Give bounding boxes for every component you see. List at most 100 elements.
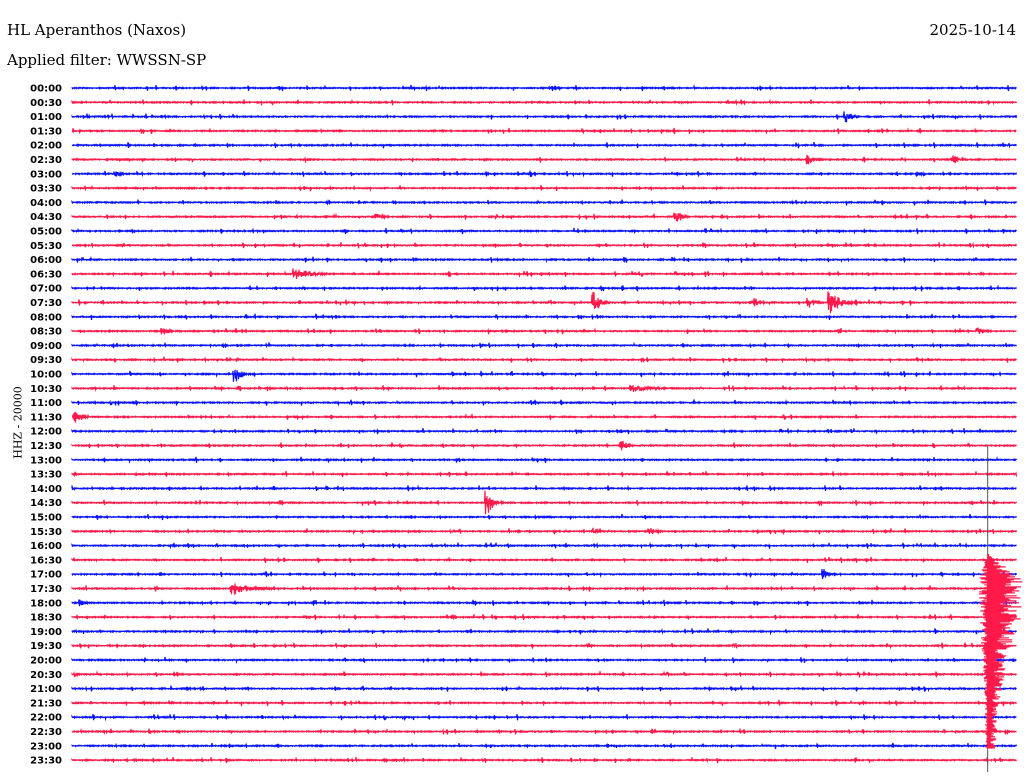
trace-0000 <box>71 84 1017 92</box>
trace-0900 <box>71 341 1017 349</box>
trace-1400 <box>71 484 1017 492</box>
row-time-label: 12:00 <box>30 427 62 438</box>
large-earthquake-trace <box>978 554 1023 749</box>
trace-1330 <box>71 470 1018 478</box>
row-time-label: 15:30 <box>30 527 62 538</box>
trace-0830 <box>71 327 1017 335</box>
row-time-label: 10:30 <box>30 384 62 395</box>
trace-0300 <box>71 170 1018 178</box>
row-time-label: 03:30 <box>30 184 62 195</box>
trace-0530 <box>71 241 1018 249</box>
row-time-label: 23:00 <box>30 741 62 752</box>
trace-2230 <box>71 727 1017 736</box>
trace-1230 <box>71 440 1017 451</box>
row-time-label: 05:00 <box>30 227 62 238</box>
trace-0800 <box>71 313 1018 321</box>
trace-2200 <box>71 714 1017 722</box>
row-time-label: 17:00 <box>30 570 62 581</box>
row-time-label: 12:30 <box>30 441 62 452</box>
trace-2300 <box>71 742 1018 749</box>
row-time-label: 18:30 <box>30 613 62 624</box>
row-time-label: 22:00 <box>30 713 62 724</box>
row-time-label: 22:30 <box>30 727 62 738</box>
trace-1200 <box>71 427 1017 435</box>
row-time-label: 07:30 <box>30 298 62 309</box>
trace-2100 <box>71 685 1017 693</box>
row-time-label: 08:30 <box>30 327 62 338</box>
trace-0500 <box>71 227 1017 235</box>
trace-0430 <box>71 212 1017 222</box>
trace-1630 <box>71 556 1018 564</box>
trace-0700 <box>71 284 1018 292</box>
row-time-label: 16:30 <box>30 555 62 566</box>
trace-1500 <box>71 513 1018 521</box>
trace-0600 <box>71 255 1018 264</box>
row-time-label: 20:30 <box>30 670 62 681</box>
trace-0730 <box>71 291 1017 314</box>
date-label: 2025-10-14 <box>929 21 1016 39</box>
row-time-label: 21:00 <box>30 684 62 695</box>
station-title: HL Aperanthos (Naxos) <box>7 21 187 39</box>
trace-1300 <box>71 456 1018 464</box>
trace-0100 <box>71 111 1018 123</box>
row-time-label: 09:30 <box>30 355 62 366</box>
trace-0200 <box>71 142 1018 149</box>
row-time-label: 17:30 <box>30 584 62 595</box>
row-time-label: 08:00 <box>30 312 62 323</box>
trace-1830 <box>71 613 1017 621</box>
row-time-label: 19:30 <box>30 641 62 652</box>
trace-1430 <box>71 490 1018 515</box>
row-time-label: 03:00 <box>30 169 62 180</box>
row-time-label: 16:00 <box>30 541 62 552</box>
row-time-label: 05:30 <box>30 241 62 252</box>
row-time-label: 20:00 <box>30 656 62 667</box>
row-time-label: 11:30 <box>30 412 62 423</box>
filter-label: Applied filter: WWSSN-SP <box>7 51 207 69</box>
trace-0230 <box>71 154 1017 165</box>
row-time-label: 06:30 <box>30 269 62 280</box>
trace-1800 <box>71 599 1018 607</box>
row-time-label: 07:00 <box>30 284 62 295</box>
trace-2330 <box>71 756 1017 764</box>
row-time-label: 18:00 <box>30 598 62 609</box>
trace-1130 <box>71 411 1017 423</box>
trace-2130 <box>71 699 1018 707</box>
trace-1600 <box>71 541 1017 550</box>
trace-2030 <box>71 670 1018 678</box>
trace-1000 <box>71 369 1017 382</box>
row-time-label: 09:00 <box>30 341 62 352</box>
row-time-label: 14:00 <box>30 484 62 495</box>
row-time-label: 15:00 <box>30 513 62 524</box>
row-time-label: 04:00 <box>30 198 62 209</box>
row-time-label: 19:00 <box>30 627 62 638</box>
trace-0930 <box>71 356 1017 364</box>
row-time-label: 06:00 <box>30 255 62 266</box>
row-time-label: 01:00 <box>30 112 62 123</box>
trace-1730 <box>71 583 1017 595</box>
trace-1030 <box>71 384 1017 393</box>
row-time-label: 11:00 <box>30 398 62 409</box>
trace-1530 <box>71 527 1018 536</box>
row-time-label: 01:30 <box>30 126 62 137</box>
row-time-label: 14:30 <box>30 498 62 509</box>
row-time-label: 02:00 <box>30 141 62 152</box>
trace-0330 <box>71 184 1017 193</box>
trace-0400 <box>71 199 1018 206</box>
row-time-label: 00:00 <box>30 84 62 95</box>
trace-2000 <box>71 656 1017 664</box>
row-time-label: 10:00 <box>30 370 62 381</box>
trace-0030 <box>71 98 1018 106</box>
row-time-label: 00:30 <box>30 98 62 109</box>
row-time-label: 13:30 <box>30 470 62 481</box>
trace-0130 <box>71 127 1017 135</box>
row-time-label: 04:30 <box>30 212 62 223</box>
trace-1100 <box>71 399 1017 407</box>
trace-1900 <box>71 627 1017 636</box>
row-time-label: 02:30 <box>30 155 62 166</box>
row-time-label: 13:00 <box>30 455 62 466</box>
trace-1930 <box>71 642 1017 650</box>
row-time-label: 23:30 <box>30 756 62 767</box>
trace-1700 <box>71 568 1018 580</box>
